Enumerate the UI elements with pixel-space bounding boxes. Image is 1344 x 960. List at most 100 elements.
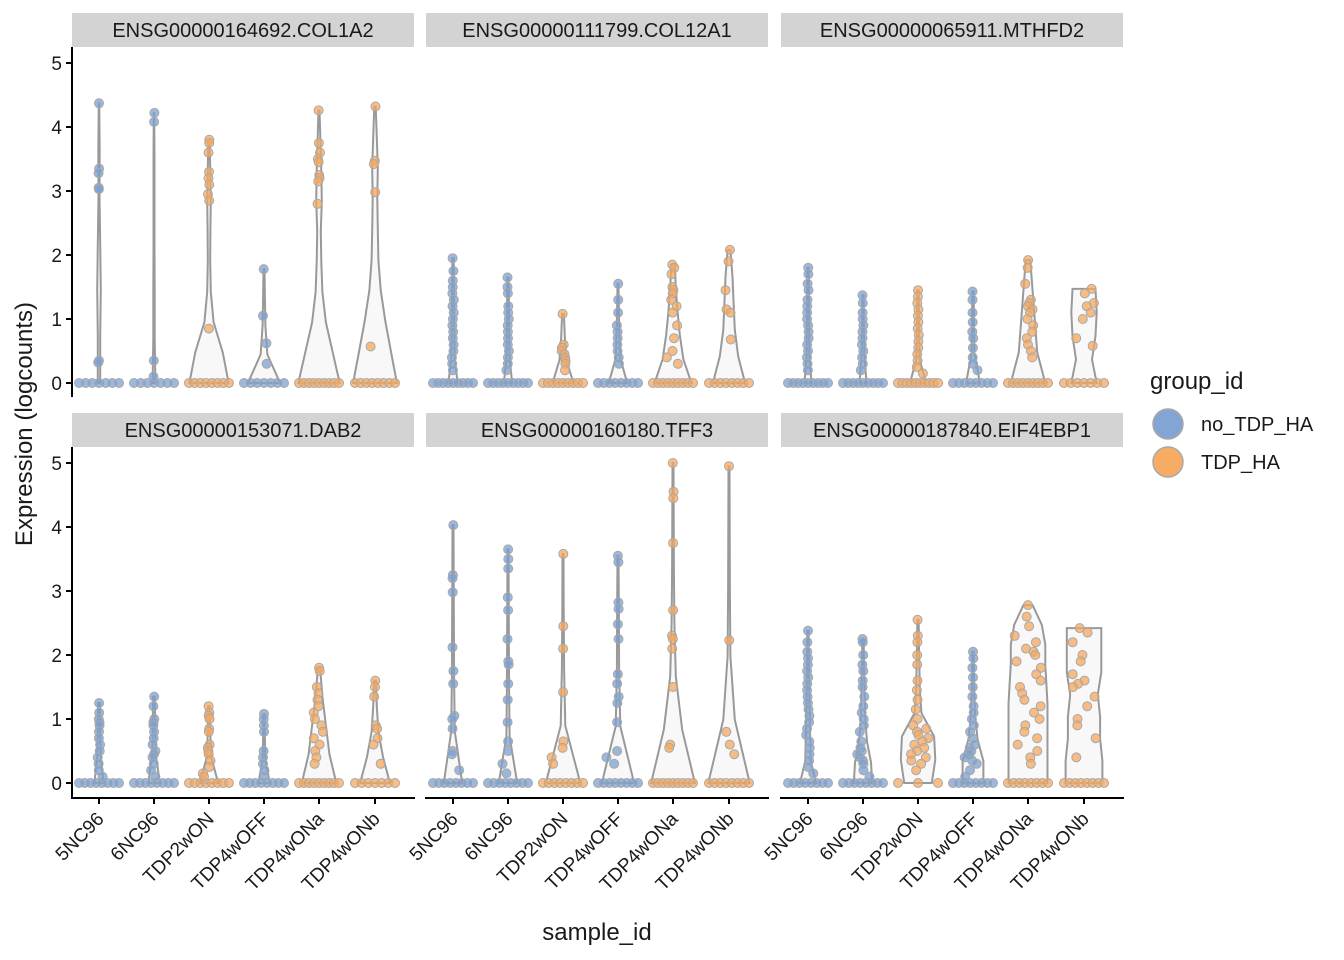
data-point: [1077, 314, 1088, 324]
y-tick-label: 5: [51, 54, 62, 75]
data-point: [667, 307, 678, 318]
data-point: [501, 365, 512, 376]
data-point: [916, 758, 927, 769]
data-point: [967, 682, 978, 692]
data-point: [317, 726, 328, 737]
data-point: [612, 669, 623, 680]
data-point: [612, 678, 623, 689]
facet-strip: [781, 13, 1123, 47]
data-point: [725, 334, 736, 345]
data-point: [854, 726, 865, 737]
data-point: [802, 365, 813, 376]
data-point: [1071, 752, 1082, 763]
violin-shape: [351, 105, 399, 384]
sample-points: [74, 98, 124, 388]
data-point: [967, 342, 978, 353]
data-point: [369, 691, 380, 702]
facet-panel: ENSG00000065911.MTHFD2: [781, 13, 1123, 388]
data-point: [447, 723, 458, 734]
sample-points: [704, 244, 754, 388]
data-point: [972, 365, 983, 376]
data-point: [503, 563, 514, 574]
facet-panels: ENSG00000164692.COL1A2 0 1 2 3 4 5 ENSG00000111…: [51, 13, 1124, 895]
data-point: [601, 752, 612, 763]
data-point: [1067, 637, 1078, 648]
data-point: [558, 687, 569, 698]
data-point: [1035, 675, 1046, 686]
data-point: [279, 378, 289, 388]
data-point: [365, 341, 376, 352]
data-point: [612, 746, 623, 756]
x-tick-label: 5NC96: [406, 809, 463, 866]
data-point: [613, 358, 624, 369]
facet-panel: ENSG00000153071.DAB20123455NC966NC96TDP2…: [51, 413, 415, 895]
data-point: [148, 371, 159, 382]
sample-points: [428, 253, 478, 388]
data-point: [557, 308, 568, 319]
data-point: [967, 294, 978, 305]
sample-points: [294, 662, 344, 788]
data-point: [448, 520, 459, 531]
sample-points: [893, 285, 943, 388]
data-point: [312, 198, 323, 209]
data-point: [502, 288, 513, 299]
data-point: [502, 634, 513, 644]
y-axis-title: Expression (logcounts): [11, 302, 38, 546]
data-point: [912, 650, 923, 660]
sample-points: [648, 259, 698, 388]
data-point: [878, 378, 888, 388]
data-point: [911, 362, 922, 372]
sample-points: [74, 698, 124, 788]
facet-panel: ENSG00000160180.TFF35NC966NC96TDP2wONTDP…: [406, 413, 769, 895]
data-point: [672, 320, 683, 331]
data-point: [1068, 682, 1078, 692]
data-point: [1079, 288, 1090, 299]
data-point: [612, 698, 623, 708]
data-point: [613, 307, 624, 318]
data-point: [560, 365, 570, 376]
data-point: [667, 458, 678, 468]
data-point: [548, 758, 559, 769]
data-point: [721, 726, 732, 737]
data-point: [447, 573, 458, 584]
facet-strip: [72, 13, 414, 47]
data-point: [114, 378, 124, 388]
sample-points: [239, 264, 289, 388]
data-point: [261, 338, 272, 349]
sample-points: [648, 458, 698, 788]
data-point: [204, 138, 215, 148]
data-point: [823, 778, 833, 788]
data-point: [372, 723, 383, 734]
data-point: [557, 742, 568, 753]
data-point: [911, 765, 922, 776]
data-point: [503, 678, 514, 689]
data-point: [313, 176, 324, 187]
data-point: [1011, 656, 1022, 667]
sample-points: [184, 701, 234, 788]
data-point: [802, 637, 813, 648]
facet-title: ENSG00000187840.EIF4EBP1: [813, 420, 1091, 442]
data-point: [1027, 326, 1038, 337]
facet-title: ENSG00000164692.COL1A2: [112, 20, 373, 42]
data-point: [93, 357, 104, 368]
data-point: [370, 187, 381, 198]
y-tick-label: 3: [51, 182, 62, 203]
data-point: [967, 317, 978, 328]
data-point: [203, 323, 214, 334]
y-tick-label: 3: [51, 582, 62, 603]
data-point: [893, 778, 903, 788]
facet-strip: [72, 413, 414, 447]
data-point: [906, 755, 917, 766]
data-point: [858, 765, 869, 776]
data-point: [169, 778, 179, 788]
sample-points: [350, 675, 400, 788]
data-point: [468, 378, 478, 388]
data-point: [668, 605, 679, 616]
data-point: [910, 704, 921, 715]
data-point: [967, 662, 978, 673]
data-point: [368, 739, 379, 750]
data-point: [1023, 600, 1033, 611]
legend-key: [1152, 446, 1184, 478]
data-point: [468, 778, 478, 788]
data-point: [334, 378, 344, 388]
